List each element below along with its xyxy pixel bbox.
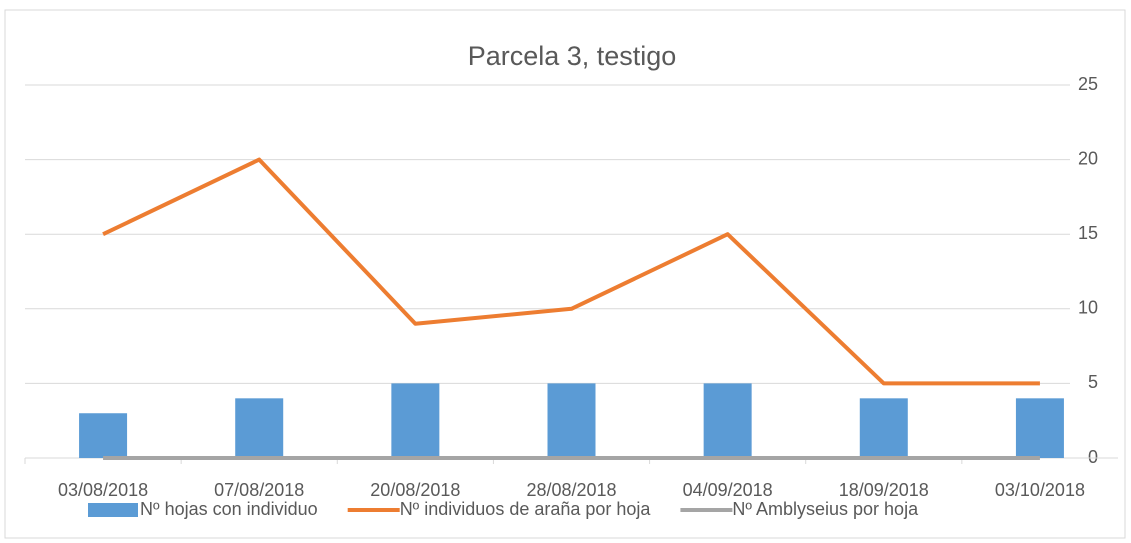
legend-label: Nº hojas con individuo [140, 499, 318, 519]
bar [547, 383, 596, 458]
bar [235, 398, 284, 458]
x-tick-label: 03/08/2018 [58, 480, 148, 500]
bar [859, 398, 908, 458]
y-tick-label: 5 [1088, 372, 1098, 392]
bar [391, 383, 440, 458]
y-tick-label: 20 [1078, 148, 1098, 168]
bar [703, 383, 752, 458]
line-series [102, 157, 1040, 386]
x-tick-label: 04/09/2018 [683, 480, 773, 500]
x-tick-label: 28/08/2018 [526, 480, 616, 500]
y-tick-label: 25 [1078, 74, 1098, 94]
x-tick-label: 20/08/2018 [370, 480, 460, 500]
y-tick-label: 0 [1088, 447, 1098, 467]
x-tick-label: 03/10/2018 [995, 480, 1085, 500]
legend-swatch [88, 503, 138, 517]
chart-title: Parcela 3, testigo [468, 41, 677, 71]
x-tick-label: 18/09/2018 [839, 480, 929, 500]
y-tick-label: 10 [1078, 298, 1098, 318]
y-tick-label: 15 [1078, 223, 1098, 243]
legend-label: Nº individuos de araña por hoja [400, 499, 652, 519]
bar [79, 413, 128, 458]
bar [1015, 398, 1064, 458]
x-tick-label: 07/08/2018 [214, 480, 304, 500]
legend-label: Nº Amblyseius por hoja [732, 499, 919, 519]
